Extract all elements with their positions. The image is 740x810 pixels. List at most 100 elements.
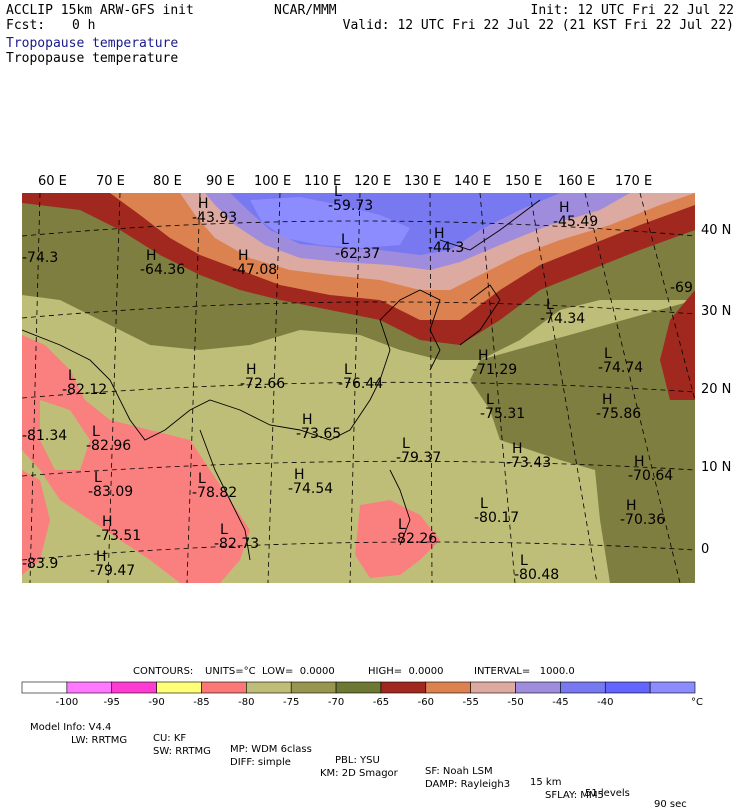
lat-line: [22, 460, 695, 477]
lon-label: 140 E: [454, 174, 491, 189]
colorbar-label: -55: [462, 697, 478, 708]
lon-label: 110 E: [304, 174, 341, 189]
lat-label: 20 N: [701, 382, 731, 397]
lon-line: [349, 193, 361, 583]
colorbar-label: -40: [597, 697, 613, 708]
colorbar-swatch: [156, 681, 202, 694]
model-info-item: SF: Noah LSM: [425, 766, 493, 777]
lon-line: [584, 193, 681, 583]
contours-low: LOW= 0.0000: [262, 666, 335, 677]
coastline: [389, 469, 411, 546]
lat-label: 40 N: [701, 223, 731, 238]
lon-line: [529, 193, 598, 583]
model-info-item: SW: RRTMG: [153, 746, 211, 757]
contours-high: HIGH= 0.0000: [368, 666, 444, 677]
extreme-value: -73.43: [506, 455, 551, 471]
colorbar-label: -85: [193, 697, 209, 708]
lon-line: [267, 193, 281, 583]
low-marker: L: [520, 553, 528, 569]
lon-label: 100 E: [254, 174, 291, 189]
coastline: [22, 289, 441, 441]
lat-line: [22, 301, 695, 319]
lon-line: [479, 193, 516, 583]
colorbar-label: -90: [148, 697, 164, 708]
low-marker: L: [94, 470, 102, 486]
extreme-value: -75.31: [480, 406, 525, 422]
lon-label: 170 E: [615, 174, 652, 189]
high-marker: H: [602, 392, 613, 408]
model-info-item: MP: WDM 6class: [230, 744, 312, 755]
colorbar-swatch: [380, 681, 427, 694]
extreme-value: -74.34: [540, 311, 585, 327]
colorbar-label: -65: [373, 697, 389, 708]
colorbar-swatch: [515, 681, 561, 694]
model-info-item: SFLAY: MM5: [545, 790, 604, 801]
model-info-item: Model Info: V4.4: [30, 722, 112, 733]
high-marker: H: [434, 226, 445, 242]
colorbar: -100 -95 -90 -85 -80 -75 -70 -65 -60 -55 -50 -45 -40…: [21, 681, 703, 708]
lon-label: 70 E: [96, 174, 125, 189]
model-info-item: DAMP: Rayleigh3: [425, 779, 511, 790]
colorbar-swatch: [111, 681, 157, 694]
field-title-secondary: Tropopause temperature: [6, 51, 179, 66]
colorbar-label: -75: [283, 697, 299, 708]
low-marker: L: [604, 346, 612, 362]
extreme-value: -71.29: [472, 362, 517, 378]
colorbar-label: -45: [552, 697, 568, 708]
colorbar-label: -70: [328, 697, 344, 708]
lon-label: 120 E: [354, 174, 391, 189]
colorbar-swatch: [21, 681, 68, 694]
colorbar-swatch: [290, 681, 337, 694]
extreme-value: -45.49: [553, 214, 598, 230]
high-marker: H: [512, 441, 523, 457]
extreme-value: -82.12: [62, 382, 107, 398]
lon-line: [186, 193, 201, 583]
model-info-item: 15 km: [530, 777, 562, 788]
extreme-value: -82.26: [392, 531, 437, 547]
colorbar-label: -50: [507, 697, 523, 708]
lat-label: 0: [701, 542, 709, 557]
extreme-value: -74.54: [288, 481, 333, 497]
extreme-value: -69: [670, 280, 693, 296]
extreme-value: -73.65: [296, 426, 341, 442]
init-time: Init: 12 UTC Fri 22 Jul 22: [530, 3, 735, 18]
extreme-value: -64.36: [140, 262, 185, 278]
extreme-value: -47.08: [232, 262, 277, 278]
low-marker: L: [198, 471, 206, 487]
colorbar-label: -60: [418, 697, 434, 708]
extreme-value: -80.48: [514, 567, 559, 583]
model-info-item: PBL: YSU: [335, 755, 380, 766]
region-minus40: [250, 197, 410, 248]
lat-label: 10 N: [701, 460, 731, 475]
extreme-value: -72.66: [240, 376, 285, 392]
low-marker: L: [334, 184, 342, 200]
lon-label: 130 E: [404, 174, 441, 189]
extreme-value: -80.17: [474, 510, 519, 526]
colorbar-swatch: [560, 681, 606, 694]
extreme-value: -82.96: [86, 438, 131, 454]
region-minus80-west: [22, 335, 250, 583]
colorbar-label: °C: [691, 697, 703, 708]
latitude-labels: 40 N 30 N 20 N 10 N 0: [701, 223, 731, 557]
model-info-row2: LW: RRTMG SW: RRTMG DIFF: simple KM: 2D …: [30, 724, 604, 801]
contours-interval: INTERVAL= 1000.0: [474, 666, 575, 677]
model-info-item: LW: RRTMG: [71, 735, 128, 746]
high-marker: H: [146, 248, 157, 264]
region-minus80-west2: [22, 470, 50, 575]
extreme-value: -43.93: [192, 210, 237, 226]
lon-label: 90 E: [206, 174, 235, 189]
colorbar-label: -80: [238, 697, 254, 708]
extreme-value: -78.82: [192, 485, 237, 501]
extreme-value: -82.73: [214, 536, 259, 552]
extreme-value: -70.36: [620, 512, 665, 528]
high-marker: H: [634, 454, 645, 470]
coastline: [439, 199, 541, 251]
colorbar-swatch: [66, 681, 113, 694]
high-marker: H: [478, 348, 489, 364]
high-marker: H: [198, 196, 209, 212]
colorbar-swatch: [470, 681, 516, 694]
lon-label: 160 E: [558, 174, 595, 189]
grid-lines: [22, 193, 695, 583]
lon-label: 150 E: [505, 174, 542, 189]
low-marker: L: [546, 297, 554, 313]
